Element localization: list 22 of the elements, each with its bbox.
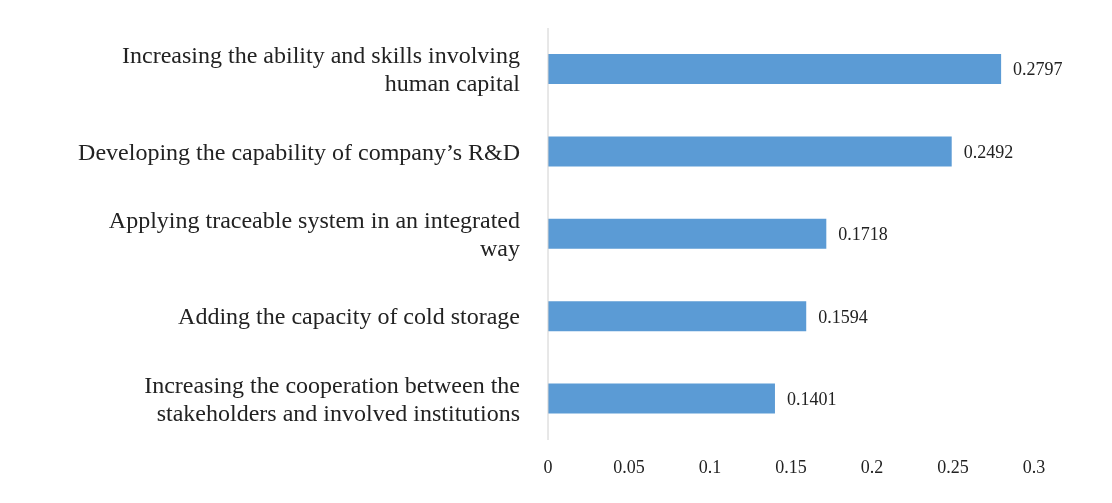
x-tick-label: 0.3: [1022, 456, 1046, 477]
data-label: 0.1594: [818, 306, 868, 327]
bar: [548, 218, 827, 249]
bar: [548, 301, 807, 332]
x-tick-label: 0.1: [698, 456, 722, 477]
data-label: 0.1401: [786, 388, 837, 409]
y-tick-label: Developing the capability of company’s R&D: [78, 138, 520, 165]
x-tick-label: 0.2: [860, 456, 884, 477]
x-tick-label: 0.15: [775, 456, 807, 477]
y-tick-label: Adding the capacity of cold storage: [178, 303, 520, 330]
y-tick-label: Increasing the ability and skills involving human capital: [122, 42, 521, 97]
x-tick-label: 0: [543, 456, 553, 477]
y-tick-label: Applying traceable system in an integrated way: [108, 207, 520, 261]
x-tick-label: 0.05: [613, 456, 645, 477]
x-tick-label: 0.25: [937, 456, 969, 477]
data-label: 0.1718: [838, 224, 888, 245]
y-tick-label: Increasing the cooperation between the stakeholders and involved institutions: [144, 371, 520, 426]
data-label: 0.2492: [963, 141, 1014, 162]
bar: [548, 383, 775, 414]
bar: [548, 54, 1002, 84]
data-label: 0.2797: [1013, 59, 1063, 80]
bar: [548, 136, 952, 167]
